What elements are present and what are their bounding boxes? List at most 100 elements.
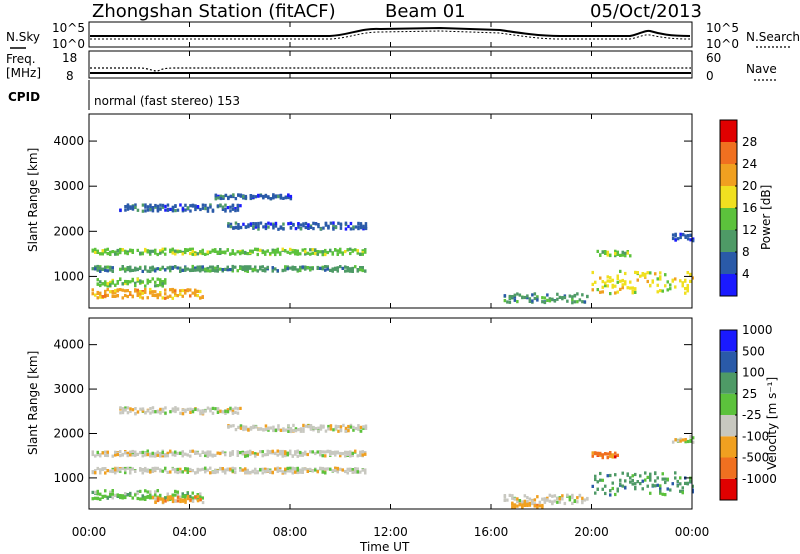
data-cell [503, 299, 507, 303]
data-cell [134, 266, 137, 270]
data-cell [174, 290, 177, 294]
data-cell [361, 249, 364, 253]
data-cell [231, 249, 234, 253]
data-cell [316, 266, 319, 270]
data-cell [139, 266, 142, 270]
data-cell [267, 221, 270, 225]
data-cell [346, 450, 349, 454]
data-cell [176, 266, 179, 270]
data-cell [359, 429, 363, 433]
data-cell [294, 452, 297, 456]
data-cell [161, 407, 165, 412]
data-cell [247, 428, 250, 432]
data-cell [578, 298, 582, 302]
data-cell [221, 207, 225, 211]
data-cell [334, 450, 337, 454]
data-cell [289, 226, 293, 230]
data-cell [186, 267, 189, 271]
data-cell [109, 284, 112, 288]
data-cell [141, 494, 144, 498]
data-cell [364, 269, 367, 273]
data-cell [289, 266, 292, 270]
data-cell [171, 251, 174, 255]
data-cell [354, 426, 358, 431]
data-cell [206, 252, 209, 256]
data-cell [96, 249, 99, 253]
data-cell [669, 488, 672, 492]
data-cell [124, 293, 127, 298]
data-cell [256, 248, 259, 252]
data-cell [614, 473, 617, 477]
data-cell [169, 268, 172, 272]
data-cell [304, 266, 307, 270]
data-cell [621, 250, 624, 254]
data-cell [242, 427, 245, 432]
data-cell [206, 250, 209, 254]
data-cell [297, 225, 300, 229]
data-cell [649, 478, 652, 482]
data-cell [686, 286, 689, 291]
data-cell [578, 494, 582, 498]
data-cell [571, 301, 574, 305]
data-cell [674, 234, 677, 238]
data-cell [174, 293, 177, 297]
data-cell [654, 479, 657, 483]
data-cell [299, 227, 303, 231]
data-cell [606, 456, 609, 460]
data-cell [126, 411, 130, 415]
data-cell [234, 252, 237, 256]
data-cell [306, 452, 309, 457]
data-cell [272, 425, 275, 429]
data-cell [689, 279, 692, 283]
data-cell [641, 273, 644, 277]
data-cell [224, 409, 227, 413]
data-cell [264, 224, 268, 228]
data-cell [661, 477, 664, 481]
data-cell [149, 411, 152, 415]
data-cell [236, 450, 239, 454]
data-cell [274, 248, 277, 252]
data-cell [106, 450, 109, 454]
data-cell [159, 280, 162, 284]
data-cell [361, 453, 364, 457]
data-cell [146, 296, 149, 300]
data-cell [264, 427, 268, 432]
data-cell [176, 451, 179, 455]
data-cell [614, 291, 617, 295]
data-cell [319, 450, 322, 454]
data-cell [252, 424, 255, 428]
data-cell [191, 247, 194, 251]
data-cell [136, 248, 139, 252]
data-cell [346, 269, 349, 273]
data-cell [334, 225, 338, 230]
data-cell [199, 495, 202, 499]
data-cell [314, 222, 318, 226]
data-cell [159, 497, 162, 501]
data-cell [299, 265, 302, 269]
data-cell [659, 491, 662, 495]
data-cell [104, 248, 107, 252]
data-cell [227, 224, 230, 228]
data-cell [159, 203, 162, 207]
data-cell [231, 411, 235, 415]
data-cell [199, 468, 202, 472]
data-cell [596, 487, 599, 491]
data-cell [264, 222, 268, 227]
data-cell [206, 406, 210, 410]
data-cell [164, 411, 167, 415]
data-cell [344, 454, 347, 458]
data-cell [174, 291, 177, 296]
data-cell [109, 492, 112, 497]
colorbar-segment [720, 457, 737, 479]
noise-right-label: N.Search [746, 30, 800, 44]
data-cell [146, 453, 149, 457]
data-cell [139, 290, 142, 294]
data-cell [309, 450, 312, 454]
data-cell [274, 451, 277, 455]
data-cell [543, 497, 547, 501]
data-cell [181, 454, 184, 458]
data-cell [144, 247, 147, 252]
data-cell [154, 293, 157, 298]
data-cell [689, 434, 692, 438]
data-cell [606, 452, 609, 456]
